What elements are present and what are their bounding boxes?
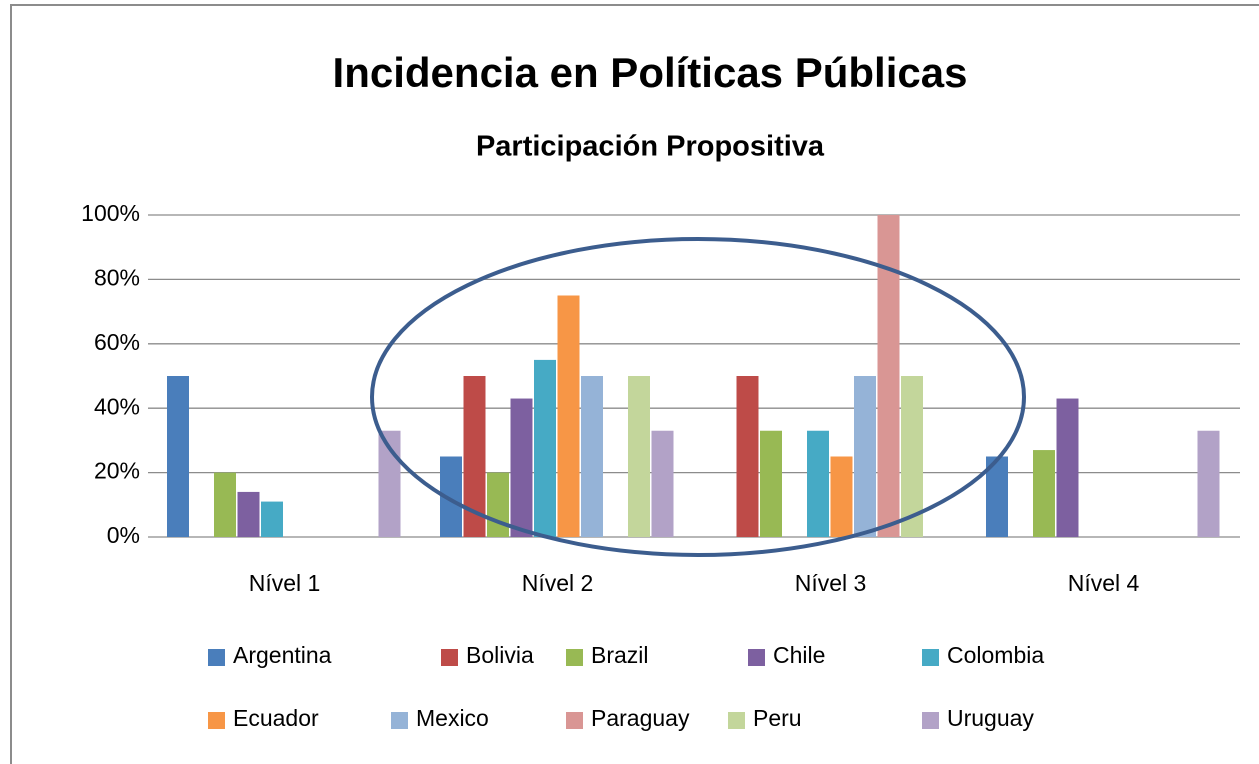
- bar: [901, 376, 923, 537]
- y-tick-label: 0%: [107, 522, 140, 548]
- bar: [1033, 450, 1055, 537]
- highlight-ellipse: [370, 237, 1026, 557]
- y-tick-label: 20%: [94, 458, 140, 484]
- chart-title: Incidencia en Políticas Públicas: [333, 49, 968, 96]
- bar: [651, 430, 674, 537]
- legend-swatch: [922, 649, 939, 666]
- x-tick-label: Nível 1: [249, 570, 321, 596]
- legend-swatch: [922, 712, 939, 729]
- chart-subtitle: Participación Propositiva: [476, 131, 825, 163]
- legend-swatch: [208, 649, 225, 666]
- bar: [463, 376, 486, 537]
- y-tick-label: 100%: [81, 200, 140, 226]
- bar: [1056, 398, 1079, 537]
- bar: [760, 430, 782, 537]
- y-tick-label: 80%: [94, 264, 140, 290]
- legend-label: Uruguay: [947, 705, 1034, 731]
- legend-swatch: [748, 649, 765, 666]
- legend-label: Peru: [753, 705, 802, 731]
- bar: [261, 501, 283, 537]
- y-tick-label: 40%: [94, 393, 140, 419]
- legend-swatch: [391, 712, 408, 729]
- bar: [807, 430, 829, 537]
- legend-label: Argentina: [233, 642, 332, 668]
- legend-label: Brazil: [591, 642, 649, 668]
- bar: [854, 376, 876, 537]
- plot: 0% 20% 40% 60% 80% 100% Nível 1 Nível 2 Nível 3 N…: [81, 200, 1240, 731]
- legend-label: Mexico: [416, 705, 489, 731]
- legend-swatch: [728, 712, 745, 729]
- x-tick-label: Nível 4: [1068, 570, 1140, 596]
- legend-swatch: [208, 712, 225, 729]
- bar: [1197, 430, 1220, 537]
- legend-swatch: [441, 649, 458, 666]
- bar: [830, 456, 853, 537]
- bar: [167, 376, 189, 537]
- legend-label: Chile: [773, 642, 825, 668]
- legend-swatch: [566, 649, 583, 666]
- legend-label: Ecuador: [233, 705, 319, 731]
- bar: [986, 456, 1008, 537]
- bar: [736, 376, 759, 537]
- bar: [214, 472, 236, 537]
- legend-label: Paraguay: [591, 705, 690, 731]
- bar: [628, 376, 650, 537]
- x-tick-label: Nível 3: [795, 570, 867, 596]
- bar: [487, 472, 509, 537]
- legend-swatch: [566, 712, 583, 729]
- bar: [557, 295, 580, 537]
- bar: [237, 491, 260, 537]
- bar: [581, 376, 603, 537]
- x-tick-label: Nível 2: [522, 570, 594, 596]
- y-tick-label: 60%: [94, 329, 140, 355]
- legend-label: Colombia: [947, 642, 1044, 668]
- bar: [534, 359, 556, 537]
- legend-label: Bolivia: [466, 642, 534, 668]
- bar: [510, 398, 533, 537]
- bar: [440, 456, 462, 537]
- bar: [877, 215, 900, 537]
